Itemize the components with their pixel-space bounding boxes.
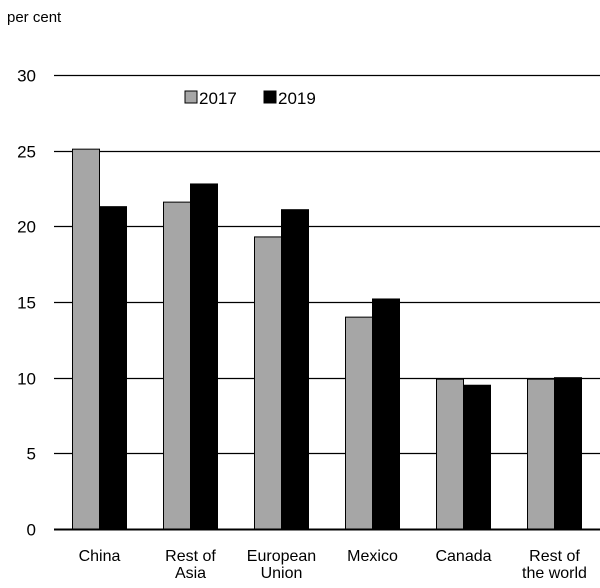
x-tick-label: Union [261,565,303,582]
bar-2017 [436,378,464,530]
x-tick-label: the world [522,565,587,582]
bars [72,148,582,530]
y-tick-label: 10 [17,370,36,389]
x-tick-label: Rest of [165,548,216,565]
legend-swatch-2017 [184,90,198,104]
bar-2019 [463,384,491,530]
y-tick-label: 5 [27,445,36,464]
bar-2017 [527,378,555,530]
bar-2017 [254,236,282,530]
y-tick-label: 20 [17,218,36,237]
legend: 2017 2019 [184,89,316,108]
legend-label: 2017 [199,89,237,108]
x-tick-label: Mexico [347,548,398,565]
bar-2019 [190,183,218,530]
gridlines [54,74,600,531]
bar-2019 [281,209,309,530]
bar-2017 [163,201,191,530]
y-axis-ticks: 0 5 10 15 20 25 30 [17,67,36,540]
x-tick-label: European [247,548,316,565]
bar-2019 [99,206,127,530]
y-tick-label: 15 [17,294,36,313]
y-tick-label: 30 [17,67,36,86]
x-tick-label: Asia [175,565,206,582]
bar-2017 [345,316,373,530]
legend-swatch-2019 [263,90,277,104]
y-axis-unit-label: per cent [7,9,62,26]
bar-2019 [554,377,582,530]
x-tick-label: Canada [435,548,491,565]
y-tick-label: 0 [27,521,36,540]
bar-2017 [72,148,100,530]
bar-2019 [372,298,400,530]
x-tick-label: Rest of [529,548,580,565]
legend-label: 2019 [278,89,316,108]
y-tick-label: 25 [17,143,36,162]
x-tick-label: China [79,548,121,565]
